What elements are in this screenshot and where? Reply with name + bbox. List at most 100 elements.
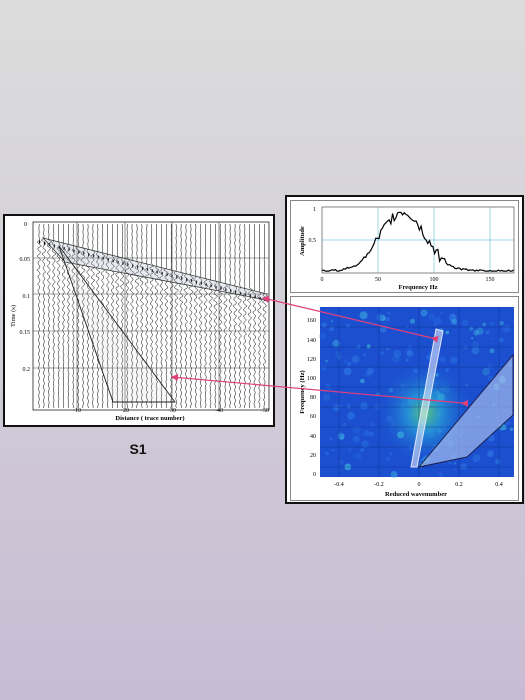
first-break-wiggle — [112, 258, 114, 263]
first-break-wiggle — [225, 287, 227, 292]
seismic-trace — [71, 223, 76, 408]
fk-x-tick-m02: -0.2 — [374, 482, 384, 488]
seismic-x-tick-4: -50 — [261, 408, 269, 414]
first-break-wiggle — [137, 265, 139, 269]
first-break-wiggle — [73, 248, 75, 253]
spectrum-x-tick-0: 0 — [321, 277, 324, 283]
seismic-trace — [100, 224, 106, 409]
spectral-analysis-panel: 1 0.5 0 50 100 150 Frequency Hz Amplitud… — [285, 195, 524, 504]
amplitude-spectrum-plot: 1 0.5 0 50 100 150 Frequency Hz Amplitud… — [299, 206, 515, 291]
first-break-wiggle — [83, 251, 85, 256]
seismic-trace — [46, 223, 53, 409]
fk-y-tick-160: 160 — [307, 318, 316, 324]
seismic-trace — [65, 223, 72, 409]
fk-y-tick-80: 80 — [310, 395, 316, 401]
seismic-trace — [51, 223, 57, 409]
seismic-y-label: Time (s) — [10, 305, 17, 327]
seismic-trace — [119, 223, 126, 409]
figure-caption: S1 — [129, 441, 147, 457]
amplitude-spectrum-box: 1 0.5 0 50 100 150 Frequency Hz Amplitud… — [290, 200, 519, 293]
first-break-wiggle — [146, 267, 149, 272]
seismic-trace — [90, 223, 96, 409]
first-break-wiggle — [259, 296, 261, 301]
fk-spectrum-plot: 160 140 120 100 80 60 40 20 0 -0.4 -0.2 … — [299, 307, 514, 498]
first-break-wiggle — [117, 260, 119, 264]
first-break-wiggle — [161, 271, 163, 276]
seismic-trace — [124, 223, 130, 409]
fk-x-tick-04: 0.4 — [495, 482, 503, 488]
spectrum-x-label: Frequency Hz — [398, 284, 437, 291]
first-break-wiggle — [151, 268, 154, 273]
spectrum-y-tick-1: 1 — [313, 207, 316, 213]
first-break-wiggle — [210, 283, 212, 288]
seismic-trace — [114, 223, 120, 409]
first-break-wiggle — [132, 263, 134, 268]
seismic-trace — [143, 224, 150, 409]
seismic-y-tick-4: 0.2 — [23, 367, 31, 373]
spectrum-x-tick-150: 150 — [486, 277, 495, 283]
first-break-wiggle — [186, 277, 188, 282]
fk-y-tick-60: 60 — [310, 414, 316, 420]
first-break-wiggle — [205, 282, 208, 287]
ground-roll-filter-zone — [58, 245, 176, 403]
first-break-wiggle — [63, 246, 65, 251]
spectrum-y-label: Amplitude — [299, 226, 306, 256]
seismic-x-tick-3: -40 — [215, 408, 223, 414]
first-break-wiggle — [53, 243, 56, 248]
first-break-wiggle — [122, 261, 124, 266]
first-break-wiggle — [190, 278, 193, 283]
seismic-x-tick-0: -10 — [73, 408, 81, 414]
seismic-record-panel: 0 0.05 0.1 0.15 0.2 -10 -20 -30 -40 -50 … — [3, 214, 275, 427]
first-break-wiggle — [78, 250, 80, 254]
seismic-trace — [105, 223, 110, 409]
seismic-x-tick-1: -20 — [121, 408, 129, 414]
fk-x-tick-02: 0.2 — [455, 482, 463, 488]
seismic-y-tick-0: 0 — [24, 222, 27, 228]
seismic-trace — [158, 223, 164, 409]
fk-y-tick-140: 140 — [307, 338, 316, 344]
fk-y-tick-20: 20 — [310, 453, 316, 459]
first-break-wiggle — [230, 288, 232, 293]
first-break-wiggle — [107, 257, 110, 262]
fk-y-tick-120: 120 — [307, 357, 316, 363]
fk-y-label: Frequency (Hz) — [299, 370, 306, 413]
fk-x-label: Reduced wavenumber — [385, 491, 447, 498]
seismic-trace — [129, 223, 135, 409]
spectrum-y-tick-05: 0.5 — [309, 238, 317, 244]
seismic-y-tick-3: 0.15 — [20, 330, 31, 336]
fk-x-tick-0: 0 — [418, 482, 421, 488]
spectrum-x-tick-50: 50 — [375, 277, 381, 283]
seismic-trace — [36, 223, 42, 409]
first-break-wiggle — [43, 241, 46, 246]
first-break-wiggle — [68, 247, 70, 252]
seismic-x-tick-2: -30 — [168, 408, 176, 414]
fk-ground-roll-reject-zone — [417, 353, 514, 468]
first-break-wiggle — [156, 270, 159, 274]
first-break-wiggle — [176, 275, 178, 279]
seismic-trace — [40, 223, 47, 409]
first-break-wiggle — [215, 285, 217, 289]
seismic-trace — [149, 223, 155, 409]
fk-y-tick-0: 0 — [313, 472, 316, 478]
first-break-wiggle — [181, 276, 183, 281]
fk-spectrum-box: 160 140 120 100 80 60 40 20 0 -0.4 -0.2 … — [290, 296, 519, 501]
first-break-wiggle — [235, 290, 237, 294]
seismic-trace — [163, 223, 170, 409]
first-break-wiggle — [39, 240, 41, 244]
first-break-wiggle — [200, 281, 203, 286]
seismic-trace — [80, 224, 86, 409]
first-break-wiggle — [88, 252, 90, 257]
first-break-wiggle — [92, 253, 95, 258]
seismic-y-tick-2: 0.1 — [23, 294, 31, 300]
fk-y-tick-40: 40 — [310, 434, 316, 440]
amplitude-spectrum-curve — [321, 211, 514, 272]
fk-y-tick-100: 100 — [307, 376, 316, 382]
seismic-y-tick-1: 0.05 — [20, 257, 31, 263]
first-break-wiggle — [195, 280, 198, 284]
seismic-record-plot: 0 0.05 0.1 0.15 0.2 -10 -20 -30 -40 -50 … — [10, 221, 270, 422]
first-break-wiggle — [127, 262, 129, 267]
seismic-trace — [110, 223, 115, 409]
first-break-wiggle — [166, 272, 168, 277]
spectrum-x-tick-100: 100 — [430, 277, 439, 283]
first-break-wiggle — [220, 286, 222, 291]
